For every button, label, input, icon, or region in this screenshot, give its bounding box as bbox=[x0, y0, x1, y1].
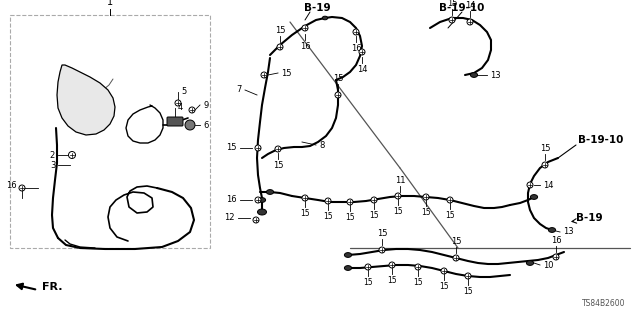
Text: 15: 15 bbox=[323, 212, 333, 221]
Text: 15: 15 bbox=[369, 211, 379, 220]
Ellipse shape bbox=[531, 195, 538, 199]
Circle shape bbox=[325, 198, 331, 204]
Text: 12: 12 bbox=[225, 213, 235, 222]
Circle shape bbox=[441, 268, 447, 274]
Text: 5: 5 bbox=[181, 87, 186, 97]
Ellipse shape bbox=[526, 261, 534, 265]
Text: 3: 3 bbox=[51, 160, 56, 169]
Text: 16: 16 bbox=[550, 236, 561, 245]
Circle shape bbox=[449, 17, 455, 23]
Text: 15: 15 bbox=[300, 209, 310, 218]
Text: 15: 15 bbox=[227, 144, 237, 152]
Text: 15: 15 bbox=[439, 282, 449, 291]
Text: 15: 15 bbox=[421, 208, 431, 217]
Ellipse shape bbox=[470, 73, 477, 78]
Text: B-19: B-19 bbox=[304, 3, 330, 13]
Circle shape bbox=[415, 264, 421, 270]
Text: TS84B2600: TS84B2600 bbox=[582, 299, 625, 308]
Circle shape bbox=[453, 255, 459, 261]
Ellipse shape bbox=[266, 189, 274, 194]
Circle shape bbox=[189, 107, 195, 113]
Text: 11: 11 bbox=[395, 176, 405, 185]
Circle shape bbox=[68, 152, 76, 159]
Circle shape bbox=[335, 92, 341, 98]
Text: 10: 10 bbox=[543, 261, 554, 270]
Text: 16: 16 bbox=[351, 44, 362, 53]
Circle shape bbox=[255, 145, 261, 151]
Text: B-19: B-19 bbox=[576, 213, 603, 223]
Text: 15: 15 bbox=[393, 207, 403, 216]
Circle shape bbox=[175, 100, 181, 106]
Circle shape bbox=[365, 264, 371, 270]
Text: B-19-10: B-19-10 bbox=[439, 3, 484, 13]
Circle shape bbox=[255, 197, 261, 203]
Text: 15: 15 bbox=[275, 26, 285, 35]
Text: 15: 15 bbox=[273, 161, 284, 170]
Circle shape bbox=[19, 185, 25, 191]
Ellipse shape bbox=[323, 16, 328, 20]
Circle shape bbox=[302, 195, 308, 201]
Text: 8: 8 bbox=[319, 140, 324, 150]
Text: 15: 15 bbox=[540, 144, 550, 153]
Circle shape bbox=[423, 194, 429, 200]
Circle shape bbox=[185, 120, 195, 130]
Ellipse shape bbox=[344, 253, 351, 257]
Text: 9: 9 bbox=[203, 100, 208, 109]
Circle shape bbox=[277, 44, 283, 50]
Circle shape bbox=[527, 182, 533, 188]
Bar bbox=[10, 15, 210, 248]
Ellipse shape bbox=[259, 197, 266, 202]
Text: 15: 15 bbox=[445, 211, 455, 220]
Text: 14: 14 bbox=[465, 1, 476, 10]
Text: 7: 7 bbox=[237, 85, 242, 94]
Text: 15: 15 bbox=[377, 229, 387, 238]
Text: 15: 15 bbox=[345, 213, 355, 222]
Text: 14: 14 bbox=[356, 65, 367, 74]
Text: 14: 14 bbox=[543, 181, 554, 189]
Text: 16: 16 bbox=[227, 196, 237, 204]
Text: 1: 1 bbox=[107, 0, 113, 7]
Text: 13: 13 bbox=[563, 227, 573, 236]
FancyBboxPatch shape bbox=[167, 117, 183, 126]
Circle shape bbox=[275, 146, 281, 152]
Circle shape bbox=[353, 29, 359, 35]
Text: 15: 15 bbox=[333, 74, 343, 83]
Ellipse shape bbox=[548, 227, 556, 233]
Text: 13: 13 bbox=[490, 70, 500, 79]
Ellipse shape bbox=[257, 209, 266, 215]
Text: 16: 16 bbox=[300, 42, 310, 51]
Circle shape bbox=[447, 197, 453, 203]
Text: B-19-10: B-19-10 bbox=[578, 135, 623, 145]
Text: 4: 4 bbox=[178, 103, 183, 113]
Text: FR.: FR. bbox=[42, 282, 63, 292]
Circle shape bbox=[467, 19, 473, 25]
Circle shape bbox=[253, 217, 259, 223]
Text: 15: 15 bbox=[281, 69, 291, 78]
Text: 15: 15 bbox=[363, 278, 373, 287]
Circle shape bbox=[347, 199, 353, 205]
Circle shape bbox=[261, 72, 267, 78]
Circle shape bbox=[553, 254, 559, 260]
Circle shape bbox=[302, 25, 308, 31]
Circle shape bbox=[395, 193, 401, 199]
Polygon shape bbox=[57, 65, 115, 135]
Text: 15: 15 bbox=[447, 0, 457, 8]
Text: 15: 15 bbox=[451, 237, 461, 246]
Text: 15: 15 bbox=[413, 278, 423, 287]
Circle shape bbox=[371, 197, 377, 203]
Circle shape bbox=[359, 49, 365, 55]
Text: 15: 15 bbox=[463, 287, 473, 296]
Text: 6: 6 bbox=[203, 121, 209, 130]
Circle shape bbox=[465, 273, 471, 279]
Circle shape bbox=[389, 262, 395, 268]
Circle shape bbox=[542, 162, 548, 168]
Text: 15: 15 bbox=[387, 276, 397, 285]
Text: 2: 2 bbox=[50, 151, 55, 160]
Circle shape bbox=[379, 247, 385, 253]
Ellipse shape bbox=[344, 266, 351, 271]
Text: 16: 16 bbox=[6, 181, 17, 189]
